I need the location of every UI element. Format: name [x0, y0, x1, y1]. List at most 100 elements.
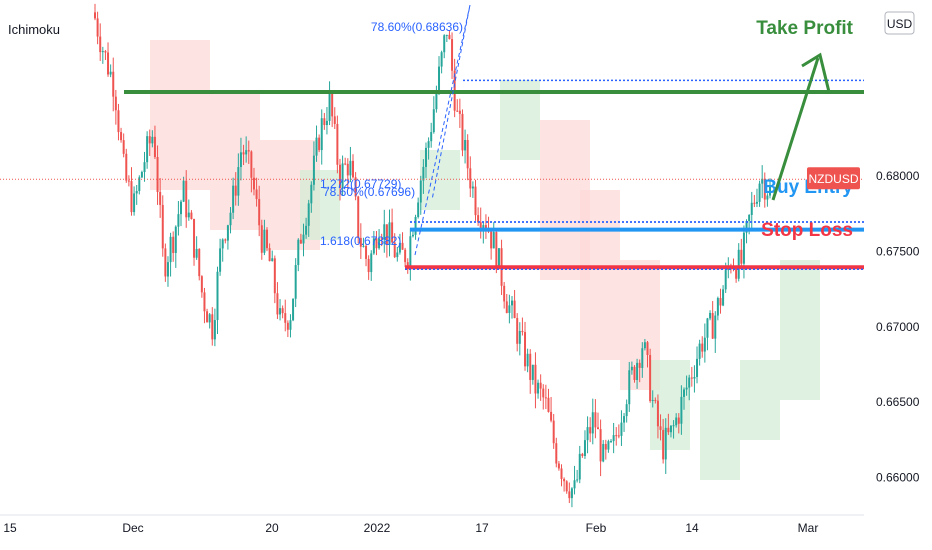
candle-body — [711, 312, 714, 339]
cloud-segment-10 — [700, 400, 740, 480]
candle-body — [271, 258, 274, 262]
fib-projection-path — [414, 4, 471, 256]
candle-body — [250, 151, 253, 178]
candle-body — [237, 167, 240, 196]
candle-body — [492, 232, 495, 249]
time-scale[interactable] — [0, 515, 864, 550]
candle-body — [761, 178, 764, 184]
candle-body — [557, 463, 560, 469]
candle-body — [107, 52, 110, 75]
time-tick-1: Dec — [122, 521, 143, 535]
price-scale-ticks: 0.68000 0.67500 0.67000 0.66500 0.66000 — [876, 169, 920, 484]
candle-body — [286, 322, 289, 330]
candle-body — [680, 396, 683, 424]
candle-body — [362, 245, 365, 247]
candle-body — [474, 186, 477, 216]
candle-body — [289, 320, 292, 330]
candle-body — [365, 245, 368, 259]
candle-body — [226, 225, 229, 241]
candle-body — [654, 399, 657, 401]
currency-box[interactable] — [884, 11, 915, 35]
candle-body — [518, 330, 521, 344]
candle-body — [623, 416, 626, 423]
symbol-tag[interactable] — [807, 167, 860, 190]
candle-body — [617, 435, 620, 437]
candle-body — [698, 343, 701, 359]
candle-body — [216, 271, 219, 321]
candle-body — [435, 91, 438, 110]
candle-body — [677, 417, 680, 424]
candle-body — [656, 400, 659, 427]
candle-body — [401, 242, 404, 250]
candle-body — [260, 225, 263, 253]
candle-body — [140, 172, 143, 178]
candle-body — [164, 248, 167, 277]
candle-body — [456, 110, 459, 112]
candle-body — [159, 191, 162, 205]
candle-body — [109, 71, 112, 75]
candle-body — [610, 441, 613, 443]
candle-body — [378, 238, 381, 249]
candle-body — [177, 214, 180, 227]
candle-body — [279, 308, 282, 315]
candle-body — [247, 150, 250, 152]
cloud-segment-0 — [150, 40, 210, 190]
candle-body — [531, 364, 534, 380]
candle-body — [763, 178, 766, 200]
candle-body — [745, 221, 748, 233]
candle-body — [310, 184, 313, 204]
price-tick-3: 0.66500 — [876, 395, 920, 409]
price-tick-0: 0.68000 — [876, 169, 920, 183]
candle-body — [544, 397, 547, 399]
time-tick-6: 14 — [685, 521, 699, 535]
candle-body — [104, 51, 107, 53]
candle-body — [594, 412, 597, 428]
candle-body — [672, 425, 675, 427]
candle-body — [375, 238, 378, 249]
candle-body — [716, 298, 719, 316]
time-tick-0: 15 — [3, 521, 17, 535]
candle-body — [367, 258, 370, 273]
candle-body — [664, 427, 667, 460]
candle-body — [96, 18, 99, 37]
candle-body — [586, 427, 589, 441]
candle-body — [391, 222, 394, 243]
time-scale-ticks: 15 Dec 20 2022 17 Feb 14 Mar — [3, 521, 818, 535]
candle-body — [193, 219, 196, 258]
candle-body — [633, 366, 636, 380]
candle-body — [406, 262, 409, 267]
candle-body — [477, 215, 480, 223]
candle-body — [172, 236, 175, 253]
candle-body — [346, 163, 349, 176]
candle-body — [596, 427, 599, 430]
candle-body — [646, 342, 649, 356]
candle-body — [445, 34, 448, 36]
candle-body — [620, 422, 623, 436]
candle-body — [719, 298, 722, 306]
candle-body — [349, 160, 352, 176]
candle-body — [552, 420, 555, 444]
candle-body — [461, 113, 464, 151]
candle-body — [372, 238, 375, 254]
candle-body — [693, 376, 696, 379]
candle-body — [284, 313, 287, 323]
stop-loss-label: Stop Loss — [761, 220, 853, 241]
candle-body — [534, 364, 537, 394]
candle-body — [114, 96, 117, 111]
candle-body — [299, 239, 302, 244]
candle-body — [331, 91, 334, 117]
candle-body — [341, 163, 344, 189]
candle-body — [628, 370, 631, 405]
take-profit-label: Take Profit — [756, 18, 853, 39]
indicator-label[interactable]: Ichimoku — [8, 22, 60, 37]
cloud-segment-11 — [740, 360, 780, 440]
candle-body — [281, 308, 284, 314]
price-scale[interactable] — [864, 0, 932, 515]
candle-body — [146, 136, 149, 163]
candle-body — [651, 399, 654, 402]
candle-body — [359, 237, 362, 247]
candle-body — [503, 285, 506, 302]
candlesticks — [94, 3, 771, 508]
candle-body — [239, 152, 242, 168]
